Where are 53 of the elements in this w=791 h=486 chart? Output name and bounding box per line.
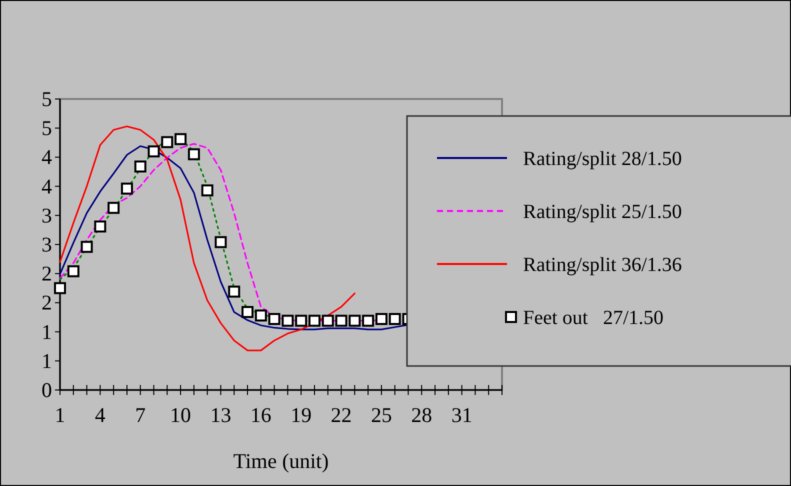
- point: [54, 282, 66, 294]
- point: [254, 310, 267, 322]
- point: [282, 314, 294, 327]
- y-tick-label: 2: [42, 262, 52, 286]
- point: [161, 136, 174, 148]
- point: [335, 314, 348, 327]
- x-tick-label: 19: [290, 403, 312, 427]
- x-tick-label: 16: [250, 403, 272, 427]
- x-tick-label: 22: [330, 403, 352, 427]
- x-tick-label: 25: [370, 403, 392, 427]
- line-series: [59, 126, 356, 352]
- legend-label: Rating/split 36/1.36: [523, 254, 682, 276]
- point: [348, 314, 361, 327]
- x-axis-title: Time (unit): [233, 449, 329, 473]
- x-tick-label: 31: [451, 403, 472, 427]
- y-tick-label: 5: [42, 116, 52, 140]
- x-tick-label: 10: [170, 403, 192, 427]
- point: [201, 184, 214, 196]
- point: [120, 182, 133, 195]
- point: [228, 286, 240, 298]
- x-tick-label: 28: [411, 403, 432, 427]
- y-tick-label: 3: [42, 232, 52, 256]
- y-tick-label: 3: [42, 203, 52, 228]
- x-tick-label: 7: [135, 403, 146, 427]
- point: [308, 314, 320, 327]
- point: [375, 312, 388, 325]
- point: [108, 202, 120, 214]
- point: [322, 314, 334, 327]
- point: [268, 312, 280, 325]
- y-tick-label: 2: [42, 290, 52, 315]
- point: [80, 240, 93, 253]
- point: [148, 145, 160, 158]
- point: [214, 236, 227, 248]
- y-tick-label: 5: [42, 87, 52, 111]
- y-tick-label: 1: [42, 320, 52, 344]
- y-tick-label: 4: [42, 145, 52, 170]
- point: [174, 133, 187, 146]
- y-tick-label: 1: [42, 348, 52, 373]
- point: [67, 265, 80, 278]
- x-tick-label: 4: [94, 403, 106, 427]
- y-tick-label: 4: [42, 174, 52, 198]
- point: [362, 314, 374, 327]
- point: [94, 220, 106, 232]
- point: [188, 148, 200, 160]
- legend-label: Feet out 27/1.50: [523, 307, 664, 329]
- point: [295, 314, 308, 327]
- point: [388, 312, 401, 325]
- legend-label: Rating/split 28/1.50: [523, 148, 682, 170]
- x-tick-label: 13: [210, 403, 232, 427]
- y-tick-label: 0: [42, 378, 52, 402]
- legend-label: Rating/split 25/1.50: [523, 201, 682, 223]
- point: [242, 306, 254, 318]
- point: [134, 160, 146, 173]
